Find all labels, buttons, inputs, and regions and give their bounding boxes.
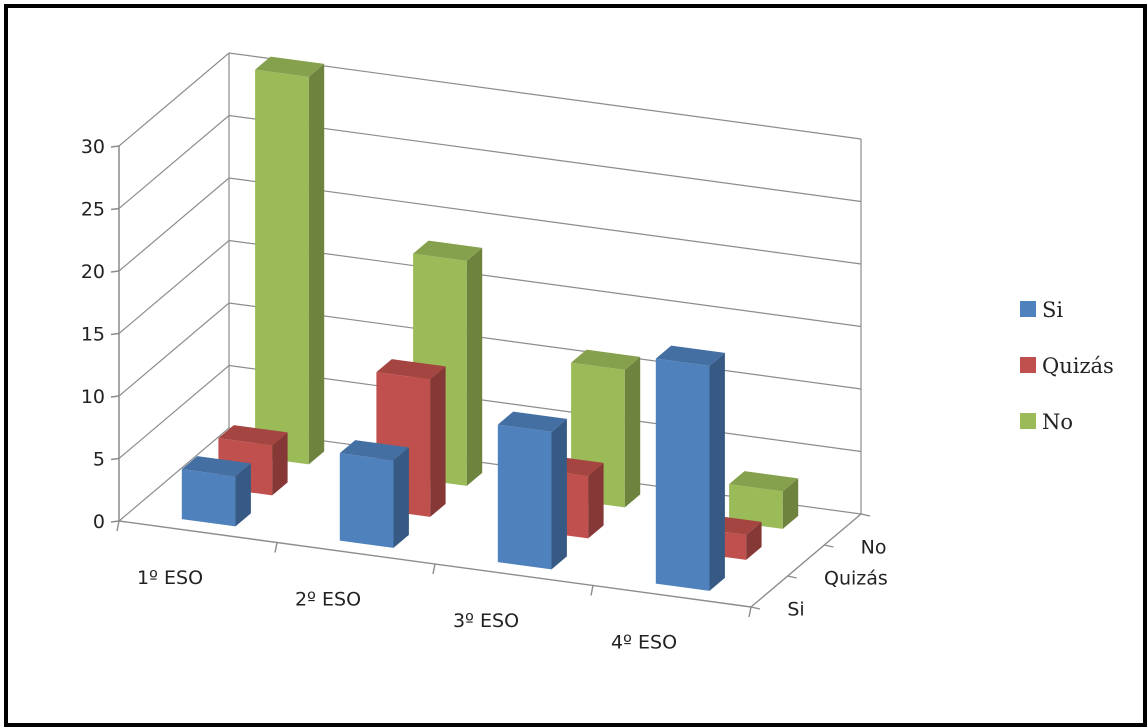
gridline-25 [118,114,862,209]
legend-label: Si [1042,298,1063,322]
legend-label: Quizás [1042,354,1114,378]
legend-swatch [1020,357,1036,373]
depth-tick-mark [860,513,871,517]
legend-swatch [1020,413,1036,429]
y-tick-label: 30 [81,136,105,158]
legend-label: No [1042,410,1073,434]
x-tick-mark [748,606,752,618]
x-tick-label: 1º ESO [137,567,203,589]
gridline-20 [118,177,862,272]
bar-no-4 [729,471,799,529]
bar-si-1 [181,456,251,527]
legend: Si Quizás No [1020,298,1114,434]
y-tick-label: 5 [93,449,105,471]
gridline-15 [118,239,862,334]
axis-labels: 0 5 10 15 20 25 30 1º ESO 2º ESO 3º ESO 4º ESO Si Qu… [81,136,888,653]
depth-tick-mark [787,575,797,579]
y-tick-label: 0 [93,511,105,533]
depth-tick-label: Si [787,599,804,621]
y-tick-label: 15 [81,324,105,346]
y-tick-label: 20 [81,261,105,283]
gridlines [118,52,862,522]
bars [181,56,799,591]
depth-axis-line [750,513,862,608]
bar-si-3 [497,411,567,570]
bar-no-1 [255,56,325,465]
y-tick-mark [110,207,120,211]
x-tick-mark [432,563,436,575]
y-tick-label: 25 [81,199,105,221]
bar-si-4 [655,345,725,591]
x-tick-mark [590,585,594,596]
y-tick-mark [110,457,120,461]
y-tick-mark [110,270,120,273]
bar-chart-3d: 0 5 10 15 20 25 30 1º ESO 2º ESO 3º ESO 4º ESO Si Qu… [81,52,1114,653]
x-tick-label: 2º ESO [295,588,361,610]
legend-swatch [1020,301,1036,317]
x-tick-label: 3º ESO [453,610,519,632]
chart-frame: 0 5 10 15 20 25 30 1º ESO 2º ESO 3º ESO 4º ESO Si Qu… [4,4,1147,727]
y-tick-label: 10 [81,386,105,408]
axes [110,145,871,618]
depth-tick-label: No [861,537,887,559]
depth-tick-mark [750,606,761,610]
y-tick-mark [110,395,120,398]
x-tick-mark [274,542,278,553]
x-tick-label: 4º ESO [611,631,677,653]
y-tick-mark [110,332,120,336]
depth-tick-mark [824,544,834,548]
y-tick-mark [110,520,120,523]
y-tick-mark [110,145,120,148]
bar-si-2 [339,440,409,548]
gridline-30 [118,52,862,147]
x-tick-mark [116,520,120,532]
depth-tick-label: Quizás [824,568,888,590]
gridline-10 [118,302,862,397]
